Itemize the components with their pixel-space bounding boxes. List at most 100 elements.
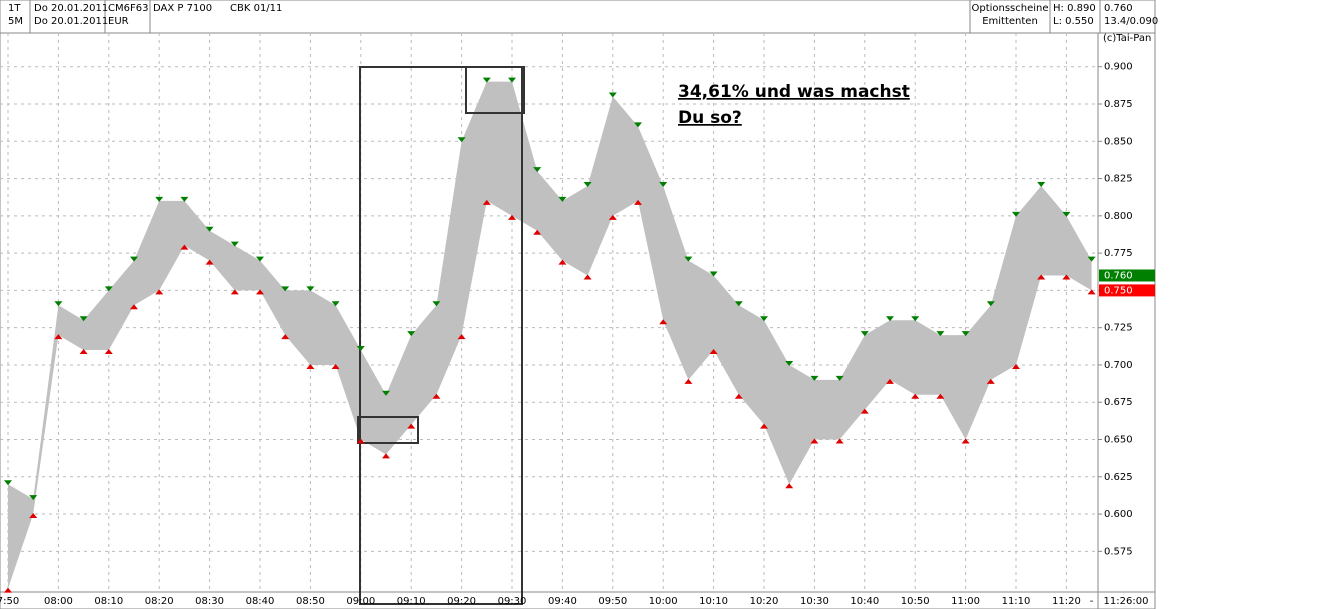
high-marker bbox=[205, 226, 214, 232]
x-tick-label: 08:50 bbox=[296, 596, 325, 607]
high-marker bbox=[1062, 211, 1071, 217]
header-text: CM6F63 bbox=[108, 3, 148, 14]
x-end-label: 11:26:00 bbox=[1104, 596, 1149, 607]
low-marker bbox=[533, 229, 542, 235]
high-marker bbox=[659, 182, 668, 188]
x-tick-label: 10:20 bbox=[750, 596, 779, 607]
low-marker bbox=[306, 363, 315, 369]
x-tick-label: 09:10 bbox=[397, 596, 426, 607]
x-tick-label: 08:10 bbox=[94, 596, 123, 607]
x-tick-label: 11:10 bbox=[1002, 596, 1031, 607]
high-marker bbox=[331, 301, 340, 307]
low-marker bbox=[1037, 274, 1046, 280]
low-marker bbox=[860, 408, 869, 414]
high-marker bbox=[533, 167, 542, 173]
x-tick-label: 10:00 bbox=[649, 596, 678, 607]
low-marker bbox=[457, 334, 466, 340]
y-tick-label: 0.700 bbox=[1104, 360, 1133, 371]
low-marker bbox=[659, 319, 668, 325]
x-tick-label: 10:30 bbox=[800, 596, 829, 607]
x-tick-label: 09:30 bbox=[498, 596, 527, 607]
high-marker bbox=[4, 480, 12, 486]
high-marker bbox=[1012, 211, 1020, 217]
low-marker bbox=[29, 513, 38, 519]
low-marker bbox=[583, 274, 592, 280]
header-text: DAX P 7100 bbox=[153, 3, 212, 14]
header-text: Do 20.01.2011 bbox=[34, 3, 108, 14]
x-tick-label: 08:20 bbox=[145, 596, 174, 607]
header-text: Do 20.01.2011 bbox=[34, 16, 108, 27]
low-marker bbox=[230, 289, 239, 295]
high-marker bbox=[734, 301, 743, 307]
low-marker bbox=[961, 438, 970, 444]
y-tick-label: 0.900 bbox=[1104, 62, 1133, 73]
high-marker bbox=[1037, 182, 1046, 188]
low-marker bbox=[205, 259, 214, 265]
high-marker bbox=[432, 301, 441, 307]
high-marker bbox=[936, 331, 945, 337]
y-tick-label: 0.775 bbox=[1104, 248, 1133, 259]
low-marker bbox=[180, 244, 189, 250]
high-marker bbox=[760, 316, 768, 322]
x-tick-label: - bbox=[1090, 596, 1094, 607]
range-band bbox=[8, 81, 1092, 589]
high-marker bbox=[911, 316, 920, 322]
high-marker bbox=[356, 346, 365, 352]
y-tick-label: 0.850 bbox=[1104, 136, 1133, 147]
y-tick-label: 0.650 bbox=[1104, 435, 1133, 446]
y-tick-label: 0.600 bbox=[1104, 509, 1133, 520]
header-text: 0.760 bbox=[1104, 3, 1133, 14]
low-marker bbox=[356, 438, 365, 444]
low-marker bbox=[331, 363, 340, 369]
low-marker bbox=[1012, 363, 1020, 369]
low-marker bbox=[608, 214, 617, 220]
highlight-box bbox=[465, 66, 525, 114]
low-marker bbox=[785, 483, 794, 489]
high-marker bbox=[104, 286, 113, 292]
high-marker bbox=[810, 375, 819, 381]
low-marker bbox=[634, 199, 642, 205]
price-tag-label: 0.760 bbox=[1104, 270, 1133, 281]
high-marker bbox=[835, 375, 844, 381]
low-marker bbox=[986, 378, 995, 384]
x-tick-label: 09:50 bbox=[598, 596, 627, 607]
y-tick-label: 0.625 bbox=[1104, 472, 1133, 483]
y-tick-label: 0.875 bbox=[1104, 99, 1133, 110]
price-tag bbox=[1099, 284, 1155, 297]
low-marker bbox=[54, 334, 63, 340]
high-marker bbox=[256, 256, 264, 262]
x-tick-label: 08:30 bbox=[195, 596, 224, 607]
high-marker bbox=[684, 256, 693, 262]
high-marker bbox=[79, 316, 88, 322]
high-marker bbox=[508, 77, 516, 83]
x-tick-label: 11:00 bbox=[951, 596, 980, 607]
low-marker bbox=[407, 423, 416, 429]
header-text: 1T bbox=[8, 3, 21, 14]
high-marker bbox=[583, 182, 592, 188]
high-marker bbox=[558, 196, 567, 202]
x-tick-label: 08:40 bbox=[246, 596, 275, 607]
low-marker bbox=[936, 393, 945, 399]
x-tick-label: 11:20 bbox=[1052, 596, 1081, 607]
header-text: Emittenten bbox=[982, 16, 1038, 27]
low-marker bbox=[810, 438, 819, 444]
high-marker bbox=[608, 92, 617, 98]
high-marker bbox=[961, 331, 970, 337]
high-marker bbox=[230, 241, 239, 247]
y-tick-label: 0.675 bbox=[1104, 397, 1133, 408]
high-marker bbox=[1087, 256, 1096, 262]
low-marker bbox=[432, 393, 441, 399]
x-tick-label: 09:40 bbox=[548, 596, 577, 607]
y-tick-label: 0.800 bbox=[1104, 211, 1133, 222]
low-marker bbox=[482, 199, 491, 205]
high-marker bbox=[785, 360, 794, 366]
low-marker bbox=[760, 423, 768, 429]
annotation: 34,61% und was machst bbox=[678, 82, 910, 102]
low-marker bbox=[1062, 274, 1071, 280]
low-marker bbox=[104, 349, 113, 355]
header-text: 5M bbox=[8, 16, 23, 27]
low-marker bbox=[558, 259, 567, 265]
frame bbox=[0, 0, 1156, 609]
x-tick-label: 09:20 bbox=[447, 596, 476, 607]
